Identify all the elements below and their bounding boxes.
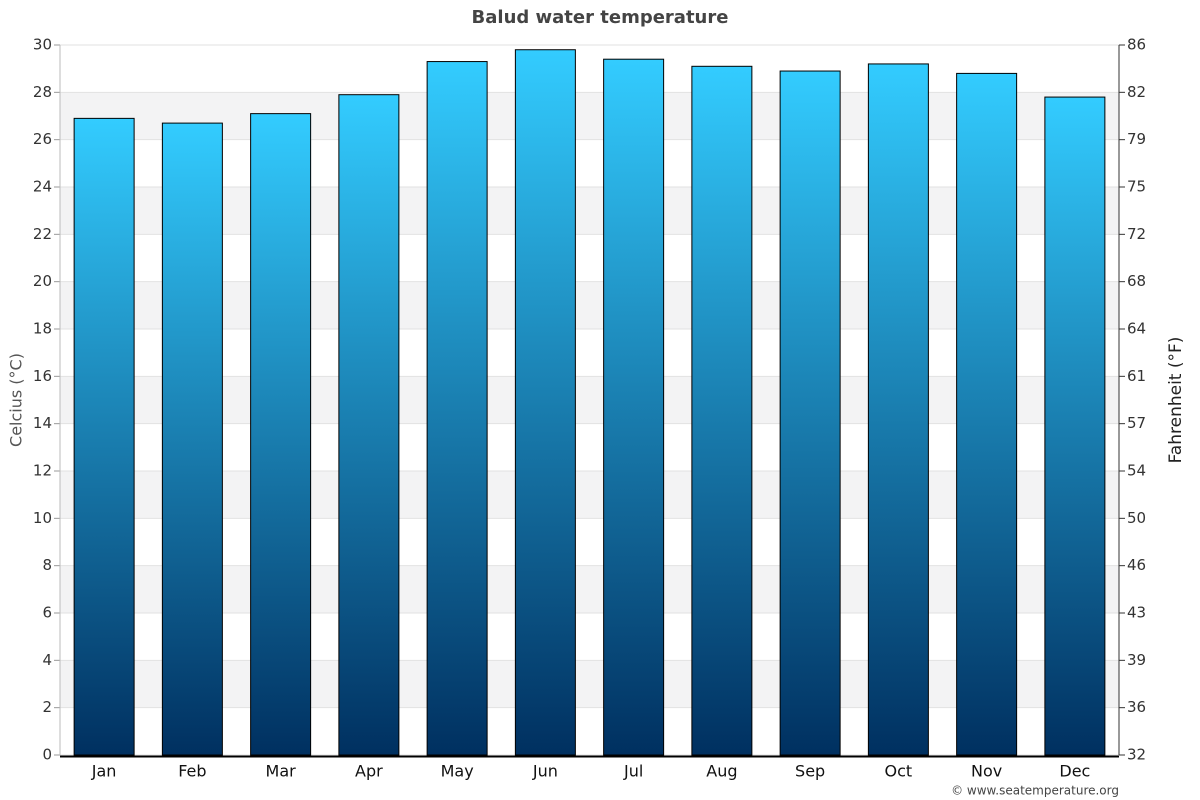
x-tick-label: Mar <box>266 762 297 781</box>
grid-band <box>60 565 1119 613</box>
chart-title: Balud water temperature <box>472 7 729 28</box>
x-tick-label: Jul <box>623 762 643 781</box>
y2-tick-label: 61 <box>1127 367 1146 385</box>
y-tick-label: 8 <box>42 556 52 574</box>
y2-tick-label: 68 <box>1127 272 1146 290</box>
y2-tick-label: 72 <box>1127 225 1146 243</box>
bar <box>691 65 753 756</box>
y-tick-label: 16 <box>33 367 52 385</box>
y2-tick-label: 43 <box>1127 604 1146 622</box>
grid-band <box>60 92 1119 140</box>
y2-tick-label: 54 <box>1127 462 1146 480</box>
bar <box>867 63 929 756</box>
bar <box>1044 96 1106 756</box>
y-tick-label: 2 <box>42 698 52 716</box>
x-tick-label: Nov <box>971 762 1002 781</box>
y2-tick-label: 86 <box>1127 36 1146 54</box>
source-note: © www.seatemperature.org <box>951 784 1119 798</box>
x-tick-label: May <box>441 762 474 781</box>
y-tick-label: 10 <box>33 509 52 527</box>
x-tick-label: Aug <box>706 762 737 781</box>
y-tick-label: 26 <box>33 130 52 148</box>
y2-tick-label: 36 <box>1127 698 1146 716</box>
y2-tick-label: 32 <box>1127 746 1146 764</box>
bar <box>338 94 400 756</box>
y2-tick-label: 64 <box>1127 320 1146 338</box>
bar <box>426 61 488 756</box>
x-tick-label: Apr <box>355 762 383 781</box>
y2-tick-label: 82 <box>1127 83 1146 101</box>
y-tick-label: 22 <box>33 225 52 243</box>
grid-band <box>60 281 1119 329</box>
y-tick-label: 18 <box>33 320 52 338</box>
y-tick-label: 12 <box>33 462 52 480</box>
bar <box>603 58 665 756</box>
x-tick-label: Feb <box>178 762 206 781</box>
bar <box>956 72 1018 756</box>
x-tick-label: Jan <box>91 762 117 781</box>
x-tick-label: Oct <box>885 762 913 781</box>
y2-axis-label: Fahrenheit (°F) <box>1166 337 1186 464</box>
y-tick-label: 4 <box>42 651 52 669</box>
grid-band <box>60 187 1119 235</box>
y-tick-label: 28 <box>33 83 52 101</box>
bar <box>514 49 576 756</box>
grid-band <box>60 376 1119 424</box>
y-axis-label: Celcius (°C) <box>7 353 26 447</box>
bar <box>250 113 312 756</box>
bar <box>779 70 841 756</box>
y-tick-label: 30 <box>33 36 52 54</box>
y2-tick-label: 50 <box>1127 509 1146 527</box>
y2-tick-label: 39 <box>1127 651 1146 669</box>
bar <box>161 122 223 756</box>
y-tick-label: 0 <box>42 746 52 764</box>
x-tick-label: Dec <box>1059 762 1090 781</box>
x-tick-label: Sep <box>795 762 825 781</box>
y2-tick-label: 57 <box>1127 414 1146 432</box>
bar <box>73 117 135 756</box>
y2-tick-label: 46 <box>1127 556 1146 574</box>
y-tick-label: 24 <box>33 178 52 196</box>
grid-band <box>60 471 1119 519</box>
grid-band <box>60 660 1119 708</box>
y-tick-label: 20 <box>33 272 52 290</box>
x-tick-label: Jun <box>532 762 558 781</box>
y-tick-label: 6 <box>42 604 52 622</box>
y2-tick-label: 75 <box>1127 178 1146 196</box>
y-tick-label: 14 <box>33 414 52 432</box>
y2-tick-label: 79 <box>1127 130 1146 148</box>
